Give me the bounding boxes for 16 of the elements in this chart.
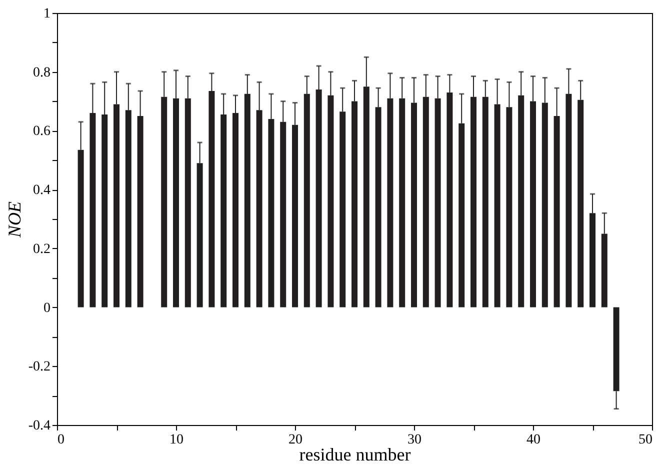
y-tick-label: -0.2 (28, 360, 50, 375)
y-tick-label: 0.6 (33, 124, 50, 140)
x-tick-label: 0 (58, 432, 64, 448)
x-tick-label: 20 (288, 432, 302, 448)
x-tick-label: 30 (408, 432, 422, 448)
y-tick-label: 0.4 (33, 183, 50, 198)
x-tick-label: 10 (170, 432, 184, 448)
y-axis-title: NOE (4, 201, 24, 238)
y-tick-label: 1 (44, 6, 50, 22)
y-tick-label: 0.2 (33, 242, 50, 257)
y-tick-label: 0 (44, 300, 50, 316)
x-tick-label: 40 (526, 432, 540, 448)
y-tick-label: 0.8 (33, 65, 50, 80)
x-axis-title: residue number (299, 444, 411, 464)
x-tick-label: 50 (638, 432, 652, 448)
y-tick-label: -0.4 (28, 418, 50, 434)
